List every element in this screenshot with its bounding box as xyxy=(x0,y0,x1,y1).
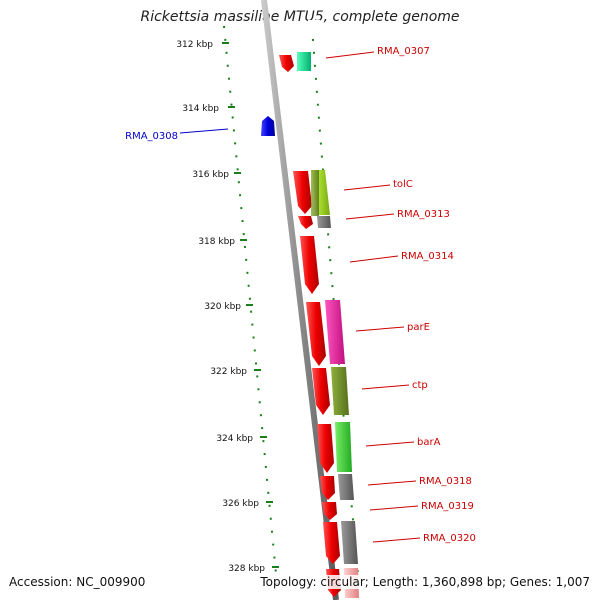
scale-label: 322 kbp xyxy=(210,367,247,377)
cds-forward-arrow[interactable] xyxy=(306,302,326,366)
gene-label-parE[interactable]: parE xyxy=(407,322,430,333)
gene-label-RMA_0318[interactable]: RMA_0318 xyxy=(419,476,472,487)
gene-label-RMA_0308[interactable]: RMA_0308 xyxy=(125,131,178,142)
gene-label-RMA_0314[interactable]: RMA_0314 xyxy=(401,251,454,262)
scale-label: 326 kbp xyxy=(222,499,259,509)
cog-block[interactable] xyxy=(325,300,345,364)
cog-block[interactable] xyxy=(311,170,319,216)
cog-track xyxy=(297,52,359,598)
genome-backbone xyxy=(261,0,339,600)
cds-forward-arrow[interactable] xyxy=(323,522,340,564)
gene-label-RMA_0313[interactable]: RMA_0313 xyxy=(397,209,450,220)
cog-block[interactable] xyxy=(331,367,349,415)
scale-label: 312 kbp xyxy=(176,40,213,50)
cds-forward-track xyxy=(279,55,341,597)
gene-labels: RMA_0307 RMA_0308 tolC RMA_0313 RMA_0314… xyxy=(125,46,476,544)
gene-label-tolC[interactable]: tolC xyxy=(393,179,413,190)
cds-forward-arrow[interactable] xyxy=(279,55,294,72)
gene-label-ctp[interactable]: ctp xyxy=(412,380,428,391)
scale-label: 318 kbp xyxy=(198,237,235,247)
cds-forward-arrow[interactable] xyxy=(320,476,335,500)
cds-forward-arrow[interactable] xyxy=(300,236,319,294)
scale-labels: 312 kbp 314 kbp 316 kbp 318 kbp 320 kbp … xyxy=(176,40,265,574)
accession-text: Accession: NC_009900 xyxy=(9,575,146,589)
scale-label: 324 kbp xyxy=(216,434,253,444)
cds-forward-arrow[interactable] xyxy=(322,502,337,520)
cds-forward-arrow[interactable] xyxy=(298,216,313,229)
cog-block[interactable] xyxy=(335,422,352,472)
cds-forward-arrow[interactable] xyxy=(293,171,312,214)
gene-label-RMA_0320[interactable]: RMA_0320 xyxy=(423,533,476,544)
cds-reverse-RMA_0308[interactable] xyxy=(261,116,275,136)
cog-block[interactable] xyxy=(297,52,311,71)
label-leaders xyxy=(179,51,421,543)
map-title: Rickettsia massiliae MTU5, complete geno… xyxy=(140,9,460,25)
cds-forward-arrow[interactable] xyxy=(317,424,334,473)
gene-label-RMA_0319[interactable]: RMA_0319 xyxy=(421,501,474,512)
cog-block[interactable] xyxy=(338,474,354,500)
gene-label-RMA_0307[interactable]: RMA_0307 xyxy=(377,46,430,57)
scale-ticks xyxy=(222,42,279,568)
scale-label: 320 kbp xyxy=(204,302,241,312)
cog-block[interactable] xyxy=(341,521,358,564)
scale-label: 314 kbp xyxy=(182,104,219,114)
scale-label: 328 kbp xyxy=(228,564,265,574)
cog-block[interactable] xyxy=(317,216,331,228)
scale-label: 316 kbp xyxy=(192,170,229,180)
gene-label-barA[interactable]: barA xyxy=(417,437,441,448)
genome-summary-text: Topology: circular; Length: 1,360,898 bp… xyxy=(260,575,590,589)
cds-forward-arrow[interactable] xyxy=(312,368,330,415)
